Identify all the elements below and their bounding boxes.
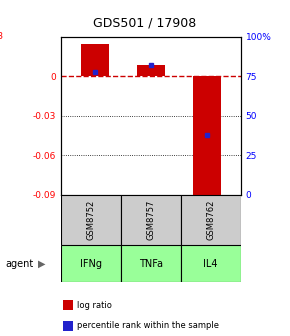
Text: IFNg: IFNg — [80, 259, 102, 269]
Bar — [193, 77, 221, 195]
Bar — [137, 65, 165, 77]
Text: 0.03: 0.03 — [0, 33, 3, 41]
Bar — [63, 321, 73, 331]
Bar — [61, 195, 121, 245]
Text: percentile rank within the sample: percentile rank within the sample — [77, 321, 219, 330]
Text: agent: agent — [6, 259, 34, 269]
Bar — [61, 245, 121, 282]
Bar — [121, 245, 181, 282]
Text: GSM8752: GSM8752 — [86, 200, 95, 240]
Text: GSM8757: GSM8757 — [146, 200, 155, 240]
Text: TNFa: TNFa — [139, 259, 163, 269]
Bar — [121, 195, 181, 245]
Text: IL4: IL4 — [204, 259, 218, 269]
Text: GSM8762: GSM8762 — [206, 200, 215, 240]
Text: ▶: ▶ — [38, 259, 45, 269]
Bar — [181, 195, 241, 245]
Bar — [81, 44, 109, 77]
Text: GDS501 / 17908: GDS501 / 17908 — [93, 17, 197, 30]
Text: log ratio: log ratio — [77, 301, 112, 310]
Bar — [63, 300, 73, 310]
Bar — [181, 245, 241, 282]
